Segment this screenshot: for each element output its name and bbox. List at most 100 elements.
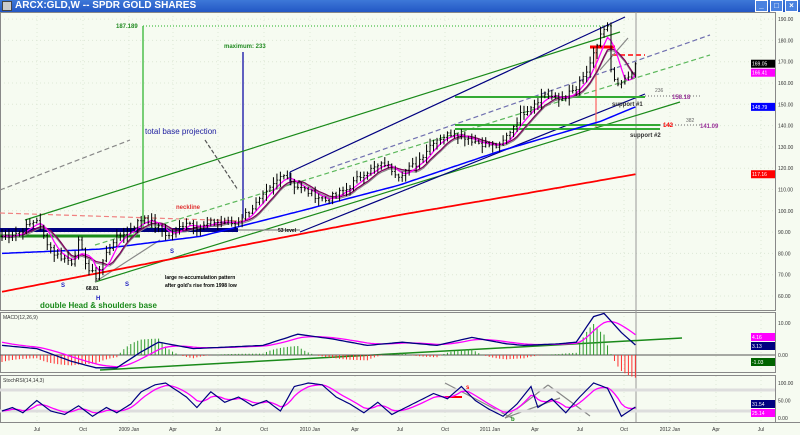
price-bar [77, 236, 80, 260]
green-trendline [94, 101, 681, 283]
head-label: H [96, 296, 100, 302]
price-bar [11, 231, 14, 242]
date-tick-label: 2011 Jan [480, 427, 500, 433]
price-bar [508, 130, 512, 140]
price-bar [442, 134, 446, 145]
price-bar [634, 62, 637, 78]
price-bar [226, 216, 230, 225]
price-bar [345, 182, 348, 197]
price-tick-label: 60.00 [778, 294, 791, 300]
maximize-button[interactable]: □ [770, 0, 783, 12]
shoulder-right-label: S [125, 282, 129, 288]
price-bar [265, 183, 268, 201]
ma-blue-line [1, 106, 636, 255]
price-bar [456, 133, 460, 145]
price-bar [581, 71, 585, 84]
stoch-band [0, 388, 775, 392]
price-bar [157, 223, 160, 233]
price-bar [411, 157, 414, 168]
price-bar [428, 138, 432, 156]
price-bar [432, 139, 435, 152]
price-bar [192, 219, 195, 235]
gray-dashed-line [0, 139, 131, 191]
price-bar [567, 84, 571, 106]
date-tick-label: Apr [712, 427, 720, 433]
price-bar [463, 131, 467, 147]
price-bar [529, 105, 533, 115]
price-bar [355, 170, 359, 184]
price-bar [293, 178, 296, 195]
price-bar [306, 186, 310, 197]
price-bar [414, 156, 418, 173]
price-bar [526, 106, 529, 116]
price-bar [487, 141, 491, 148]
price-bar [613, 67, 616, 82]
stoch-title: StochRSI(14,14,3) [3, 378, 44, 384]
price-bar [400, 171, 404, 182]
reaccum-label-1: large re-accumulation pattern [165, 275, 235, 281]
price-tick-label: 110.00 [778, 188, 793, 194]
price-bar [303, 186, 307, 192]
price-bar [216, 218, 220, 230]
price-bar [178, 220, 181, 235]
stoch-series [0, 382, 775, 418]
macd-tick-label: 10.00 [778, 321, 791, 327]
price-bar [233, 220, 237, 229]
price-tag-bg [751, 170, 775, 179]
price-bar [543, 91, 547, 99]
navy-channel-upper [289, 16, 626, 173]
minimize-button[interactable]: _ [755, 0, 768, 12]
price-bar [38, 213, 42, 231]
macd-tick-label: 0.00 [778, 353, 788, 359]
double-hs-label: double Head & shoulders base [40, 301, 157, 310]
price-bar [160, 224, 164, 237]
price-bar [362, 171, 366, 184]
price-bar [397, 173, 401, 182]
date-tick-label: 2012 Jan [660, 427, 681, 433]
date-tick-label: Oct [620, 427, 628, 433]
price-bar [439, 134, 442, 145]
price-bar [240, 214, 244, 228]
macd-series [0, 312, 775, 378]
price-bar [477, 139, 481, 145]
close-button[interactable]: × [785, 0, 798, 12]
title-bar: ARCX:GLD,W -- SPDR GOLD SHARES _ □ × [0, 0, 800, 12]
price-bar [550, 89, 554, 100]
price-bar [56, 249, 59, 259]
fib-382-value: 141.09 [700, 124, 719, 130]
price-bar [7, 229, 11, 244]
price-bar [164, 224, 167, 241]
price-bar [174, 226, 178, 238]
price-bar [112, 239, 115, 251]
price-tag: 169.05 [752, 62, 768, 68]
stoch-signal-line [1, 384, 636, 414]
macd-panel [0, 312, 776, 373]
price-bar [348, 185, 352, 196]
macd-value-tag-bg [751, 342, 775, 350]
price-bar [547, 88, 550, 99]
price-bar [261, 190, 265, 204]
price-bar [286, 170, 289, 180]
price-bar [115, 229, 119, 247]
price-bar [108, 243, 112, 256]
price-bar [219, 215, 223, 228]
price-bar [199, 224, 202, 236]
price-bar [105, 245, 108, 263]
price-bar [275, 173, 279, 190]
price-bar [484, 137, 488, 148]
price-bars [0, 22, 637, 282]
price-bar [380, 161, 383, 170]
price-bar [4, 229, 7, 240]
price-bar [606, 22, 609, 32]
fib-236-label: 236 [655, 88, 664, 94]
price-bar [317, 193, 320, 206]
green-dashed-channel [94, 54, 711, 246]
stoch-gray-1 [444, 382, 513, 419]
price-tick-label: 170.00 [778, 60, 794, 66]
price-bar [122, 227, 126, 243]
price-bar [136, 218, 140, 234]
stoch-s-label: s [466, 385, 470, 391]
price-bar [334, 191, 338, 199]
